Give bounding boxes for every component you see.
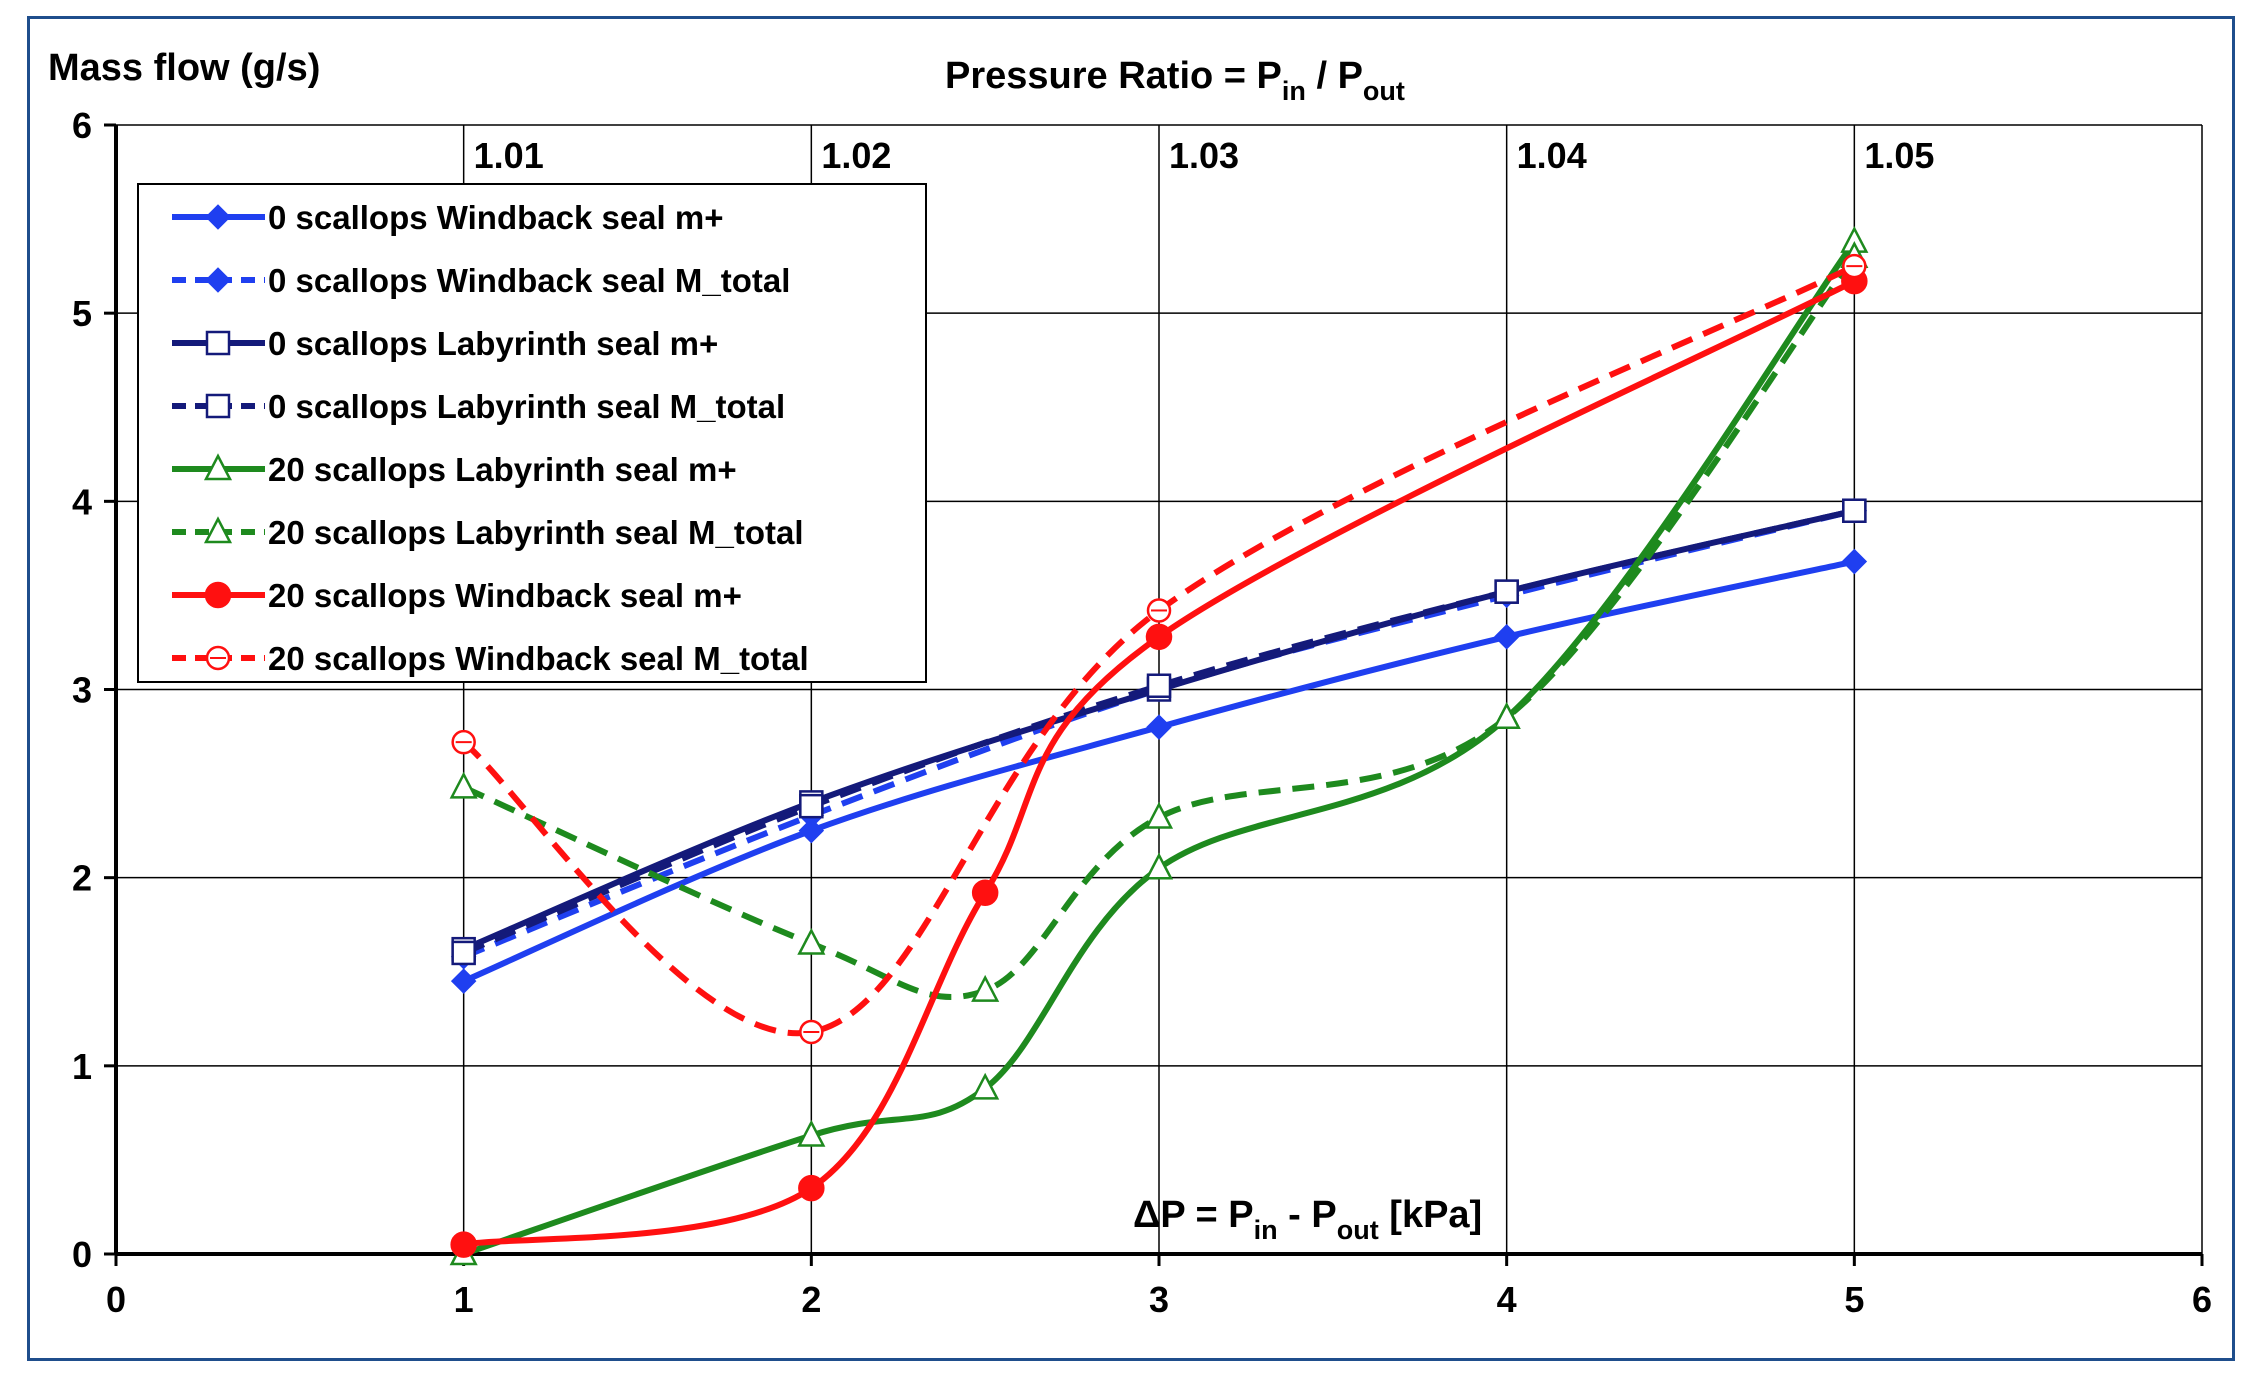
data-point	[1146, 714, 1172, 740]
y-tick-label: 4	[72, 481, 92, 522]
series-line	[463, 278, 1856, 1248]
legend-marker	[205, 330, 231, 356]
x-axis-label-sub-out: out	[1337, 1215, 1379, 1245]
pressure-ratio-label: 1.01	[474, 135, 544, 176]
legend-label: 0 scallops Windback seal M_total	[268, 262, 790, 299]
chart-title: Pressure Ratio = Pin / Pout	[945, 55, 1405, 106]
data-point	[1145, 623, 1173, 651]
chart-title-mid: / P	[1306, 55, 1363, 97]
legend-label: 0 scallops Labyrinth seal M_total	[268, 388, 785, 425]
x-tick-label: 3	[1149, 1279, 1169, 1320]
legend-item: 0 scallops Windback seal M_total	[172, 262, 790, 299]
data-point	[1493, 624, 1520, 650]
legend-marker	[204, 581, 232, 609]
y-tick-label: 3	[72, 670, 92, 711]
data-point	[1842, 498, 1867, 523]
data-point	[797, 1119, 826, 1147]
data-point	[450, 1231, 477, 1258]
chart-title-main: Pressure Ratio = P	[945, 55, 1282, 97]
legend-item: 0 scallops Labyrinth seal m+	[172, 325, 718, 362]
data-point	[1492, 702, 1521, 729]
data-point	[1146, 673, 1172, 698]
data-point	[451, 940, 476, 966]
x-tick-label: 0	[106, 1279, 126, 1320]
legend: 0 scallops Windback seal m+ 0 scallops Wi…	[137, 183, 927, 683]
data-point	[449, 771, 478, 799]
chart-title-sub-out: out	[1363, 76, 1405, 106]
x-tick-label: 5	[1844, 1279, 1864, 1320]
x-tick-label: 6	[2192, 1279, 2212, 1320]
data-point	[1144, 852, 1174, 880]
series-line	[462, 254, 1857, 1000]
x-axis-label-tail: [kPa]	[1379, 1194, 1482, 1236]
legend-label: 0 scallops Labyrinth seal m+	[268, 325, 718, 362]
pressure-ratio-label: 1.03	[1169, 135, 1239, 176]
y-tick-label: 6	[72, 105, 92, 146]
x-axis-label-main: ΔP = P	[1133, 1194, 1254, 1236]
y-tick-label: 2	[72, 858, 92, 899]
data-point	[797, 927, 826, 955]
legend-marker	[203, 453, 233, 481]
series-0	[450, 548, 1868, 994]
x-tick-label: 4	[1497, 1279, 1517, 1320]
legend-label: 20 scallops Labyrinth seal M_total	[268, 514, 804, 551]
legend-item: 20 scallops Windback seal M_total	[172, 640, 809, 677]
series-3	[451, 498, 1867, 966]
legend-item: 0 scallops Labyrinth seal M_total	[172, 388, 785, 425]
legend-item: 20 scallops Labyrinth seal M_total	[172, 514, 804, 551]
y-tick-label: 5	[72, 293, 92, 334]
data-point	[1494, 579, 1519, 604]
pressure-ratio-label: 1.05	[1864, 135, 1934, 176]
legend-marker	[205, 204, 231, 230]
y-axis-label: Mass flow (g/s)	[48, 47, 320, 89]
data-point	[798, 1174, 825, 1202]
series-line	[462, 507, 1856, 956]
data-point	[798, 817, 825, 844]
x-axis-label-mid: - P	[1278, 1194, 1337, 1236]
data-point	[971, 974, 1000, 1002]
y-tick-label: 1	[72, 1046, 92, 1087]
legend-label: 20 scallops Windback seal m+	[268, 577, 742, 614]
legend-marker	[205, 267, 231, 293]
x-axis-label-sub-in: in	[1254, 1215, 1278, 1245]
data-point	[1841, 548, 1868, 575]
pressure-ratio-label: 1.02	[821, 135, 891, 176]
legend-marker	[203, 516, 233, 544]
data-point	[799, 793, 824, 819]
pressure-ratio-label: 1.04	[1517, 135, 1587, 176]
legend-item: 20 scallops Labyrinth seal m+	[172, 451, 737, 488]
x-tick-label: 2	[801, 1279, 821, 1320]
series-line	[462, 239, 1857, 1257]
y-tick-label: 0	[72, 1234, 92, 1275]
legend-label: 0 scallops Windback seal m+	[268, 199, 724, 236]
legend-item: 20 scallops Windback seal m+	[172, 577, 742, 614]
legend-label: 20 scallops Windback seal M_total	[268, 640, 809, 677]
x-axis-label: ΔP = Pin - Pout [kPa]	[1133, 1194, 1482, 1245]
data-point	[971, 1072, 1000, 1100]
series-line	[461, 263, 1856, 1037]
series-7	[451, 253, 1867, 1045]
legend-label: 20 scallops Labyrinth seal m+	[268, 451, 737, 488]
legend-box	[137, 183, 927, 683]
data-point	[971, 879, 999, 906]
x-tick-label: 1	[454, 1279, 474, 1320]
series-group	[449, 225, 1869, 1266]
data-point	[450, 968, 477, 994]
chart-text: Mass flow (g/s) Pressure Ratio = Pin / P…	[48, 47, 1482, 1245]
data-point	[1144, 801, 1174, 829]
chart-title-sub-in: in	[1282, 76, 1306, 106]
legend-marker	[205, 393, 231, 419]
legend-item: 0 scallops Windback seal m+	[172, 199, 724, 236]
